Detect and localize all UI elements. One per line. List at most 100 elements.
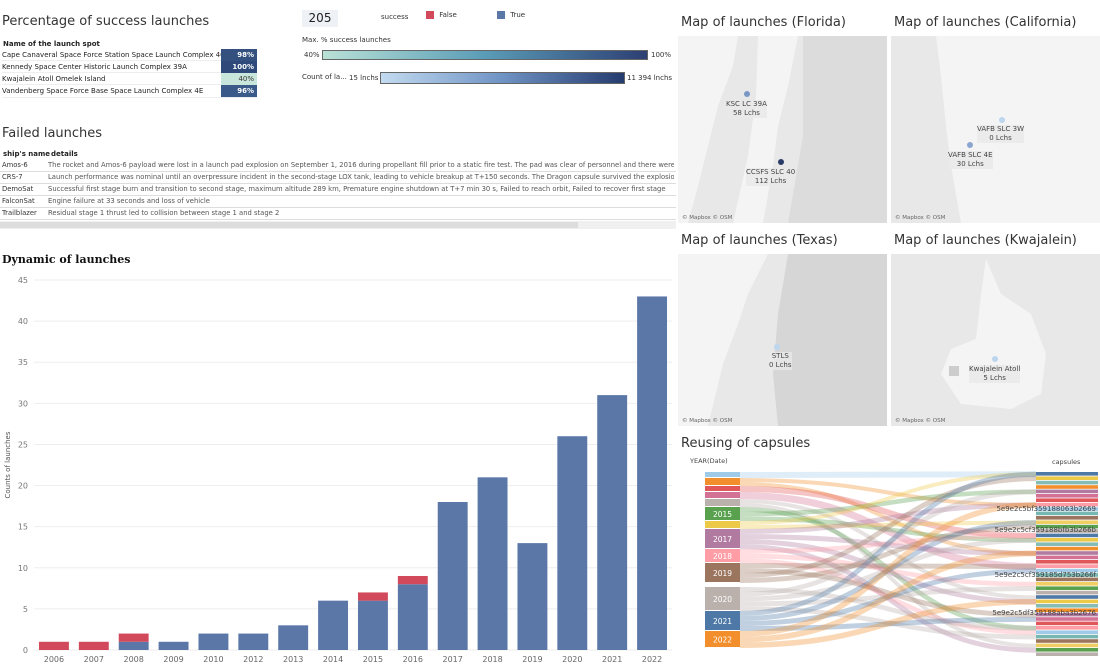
sankey-capsule-node[interactable] <box>1036 564 1098 568</box>
bar-true-2020[interactable] <box>557 436 588 650</box>
sankey-capsule-node[interactable] <box>1036 551 1098 555</box>
sankey-year-node[interactable] <box>705 486 740 491</box>
success-table-row[interactable]: Cape Canaveral Space Force Station Space… <box>2 48 257 61</box>
sankey-year-node[interactable] <box>705 521 740 528</box>
sankey-capsule-node[interactable] <box>1036 573 1098 577</box>
sankey-year-node[interactable] <box>705 492 740 498</box>
failed-table-row[interactable]: FalconSat Engine failure at 33 seconds an… <box>0 196 676 208</box>
bar-true-2012[interactable] <box>238 633 269 650</box>
sankey-year-node[interactable] <box>705 587 740 610</box>
legend-item-false[interactable]: False <box>426 11 457 19</box>
sankey-capsule-node[interactable] <box>1036 555 1098 560</box>
bar-false-2007[interactable] <box>78 641 109 650</box>
sankey-capsule-node[interactable] <box>1036 599 1098 604</box>
sankey-capsule-node[interactable] <box>1036 524 1098 529</box>
sankey-capsule-node[interactable] <box>1036 542 1098 546</box>
bar-true-2021[interactable] <box>597 395 628 650</box>
sankey-capsule-node[interactable] <box>1036 538 1098 542</box>
failed-table-row[interactable]: Amos-6 The rocket and Amos-6 payload were… <box>0 160 676 172</box>
site-dot-ccsfs[interactable] <box>778 159 784 165</box>
sankey-capsule-node[interactable] <box>1036 595 1098 599</box>
sankey-year-node[interactable] <box>705 529 740 548</box>
sankey-capsule-node[interactable] <box>1036 617 1098 621</box>
sankey-capsule-node[interactable] <box>1036 485 1098 489</box>
bar-true-2010[interactable] <box>198 633 229 650</box>
bar-true-2013[interactable] <box>278 625 309 650</box>
sankey-capsule-node[interactable] <box>1036 608 1098 612</box>
site-dot-ksc[interactable] <box>744 91 750 97</box>
success-table-row[interactable]: Kennedy Space Center Historic Launch Com… <box>2 60 257 74</box>
bar-true-2017[interactable] <box>437 502 468 650</box>
legend-item-true[interactable]: True <box>497 11 525 19</box>
sankey-capsule-node[interactable] <box>1036 643 1098 648</box>
sankey-year-node[interactable] <box>705 472 740 477</box>
sankey-year-node[interactable] <box>705 563 740 582</box>
map-california[interactable]: VAFB SLC 3W 0 Lchs VAFB SLC 4E 30 Lchs © M… <box>891 36 1100 223</box>
bar-true-2022[interactable] <box>637 296 668 650</box>
failed-table-row[interactable]: Trailblazer Residual stage 1 thrust led t… <box>0 208 676 220</box>
sankey-link <box>739 489 1037 517</box>
site-dot-kwajalein[interactable] <box>992 356 998 362</box>
sankey-capsule-node[interactable] <box>1036 546 1098 551</box>
success-table-row[interactable]: Vandenberg Space Force Base Space Launch… <box>2 85 257 98</box>
site-dot-stls[interactable] <box>774 344 780 350</box>
sankey-capsule-node[interactable] <box>1036 630 1098 634</box>
map-florida[interactable]: KSC LC 39A 58 Lchs CCSFS SLC 40 112 Lchs ©… <box>678 36 887 223</box>
sankey-year-node[interactable] <box>705 507 740 520</box>
sankey-capsule-node[interactable] <box>1036 511 1098 516</box>
bar-true-2014[interactable] <box>318 600 349 650</box>
map-texas[interactable]: STLS 0 Lchs © Mapbox © OSM <box>678 254 887 426</box>
failed-table-row[interactable]: DemoSat Successful first stage burn and t… <box>0 184 676 196</box>
map-kwajalein[interactable]: Kwajalein Atoll 5 Lchs © Mapbox © OSM <box>891 254 1100 426</box>
failed-table-scrollbar-thumb[interactable] <box>0 222 578 228</box>
site-dot-slc4e[interactable] <box>967 142 973 148</box>
bar-false-2015[interactable] <box>357 592 388 601</box>
sankey-capsule-node[interactable] <box>1036 577 1098 582</box>
bar-true-2008[interactable] <box>118 641 149 650</box>
sankey-capsule-node[interactable] <box>1036 533 1098 538</box>
sankey-capsule-node[interactable] <box>1036 498 1098 502</box>
sankey-year-node[interactable] <box>705 549 740 562</box>
sankey-capsule-node[interactable] <box>1036 560 1098 564</box>
sankey-year-node[interactable] <box>705 478 740 485</box>
bar-true-2019[interactable] <box>517 543 548 650</box>
sankey-capsule-node[interactable] <box>1036 494 1098 498</box>
success-table-row[interactable]: Kwajalein Atoll Omelek Island 40% <box>2 72 257 86</box>
sankey-capsule-node[interactable] <box>1036 507 1098 511</box>
bar-true-2009[interactable] <box>158 641 189 650</box>
bar-true-2015[interactable] <box>357 600 388 650</box>
count-range-slider[interactable] <box>380 72 625 84</box>
sankey-capsule-node[interactable] <box>1036 472 1098 476</box>
sankey-capsule-node[interactable] <box>1036 639 1098 643</box>
sankey-capsule-node[interactable] <box>1036 604 1098 608</box>
bar-false-2008[interactable] <box>118 633 149 642</box>
sankey-capsule-node[interactable] <box>1036 586 1098 590</box>
bar-true-2018[interactable] <box>477 477 508 650</box>
sankey-capsule-node[interactable] <box>1036 590 1098 595</box>
sankey-year-node[interactable] <box>705 631 740 647</box>
sankey-year-node[interactable] <box>705 499 740 506</box>
failed-table-row[interactable]: CRS-7 Launch performance was nominal unti… <box>0 172 676 184</box>
sankey-capsule-node[interactable] <box>1036 582 1098 586</box>
sankey-capsule-node[interactable] <box>1036 476 1098 480</box>
sankey-capsule-node[interactable] <box>1036 648 1098 652</box>
sankey-capsule-node[interactable] <box>1036 516 1098 520</box>
sankey-capsule-node[interactable] <box>1036 568 1098 573</box>
sankey-capsule-node[interactable] <box>1036 652 1098 656</box>
sankey-capsule-node[interactable] <box>1036 621 1098 626</box>
sankey-capsule-node[interactable] <box>1036 489 1098 494</box>
sankey-capsule-node[interactable] <box>1036 634 1098 639</box>
sankey-capsule-node[interactable] <box>1036 480 1098 485</box>
sankey-capsule-node[interactable] <box>1036 529 1098 533</box>
sankey-capsule-node[interactable] <box>1036 502 1098 507</box>
failed-table-scrollbar-track[interactable] <box>0 221 676 229</box>
bar-true-2016[interactable] <box>397 584 428 650</box>
sankey-capsule-node[interactable] <box>1036 612 1098 617</box>
sankey-capsule-node[interactable] <box>1036 520 1098 524</box>
bar-false-2016[interactable] <box>397 576 428 585</box>
sankey-capsule-node[interactable] <box>1036 626 1098 630</box>
sankey-year-node[interactable] <box>705 611 740 630</box>
bar-false-2006[interactable] <box>38 641 69 650</box>
site-dot-slc3w[interactable] <box>999 117 1005 123</box>
max-success-range-slider[interactable] <box>322 50 648 60</box>
